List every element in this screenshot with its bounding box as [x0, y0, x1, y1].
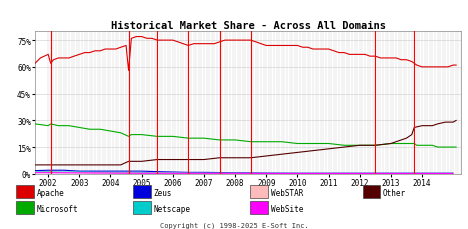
Text: Netscape: Netscape — [154, 204, 190, 214]
Text: WebSite: WebSite — [271, 204, 303, 214]
Text: Other: Other — [383, 188, 406, 198]
Text: Apache: Apache — [37, 188, 64, 198]
Text: WebSTAR: WebSTAR — [271, 188, 303, 198]
Text: Zeus: Zeus — [154, 188, 172, 198]
Text: Copyright (c) 1998-2025 E-Soft Inc.: Copyright (c) 1998-2025 E-Soft Inc. — [160, 221, 308, 228]
Title: Historical Market Share - Across All Domains: Historical Market Share - Across All Dom… — [110, 21, 386, 31]
Text: Microsoft: Microsoft — [37, 204, 78, 214]
